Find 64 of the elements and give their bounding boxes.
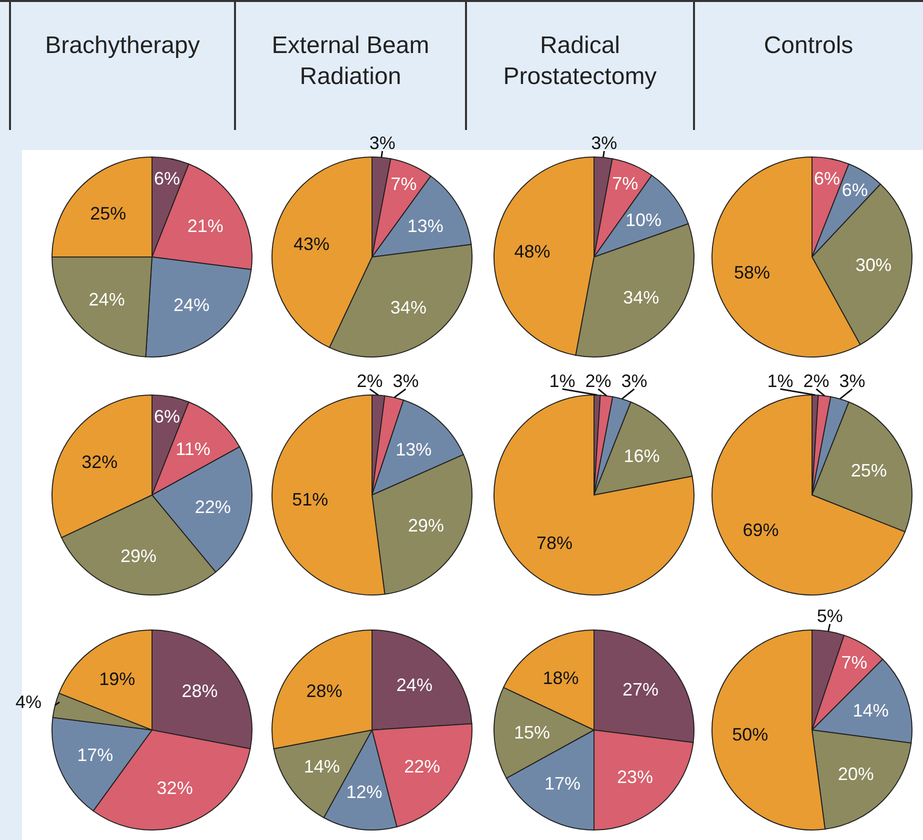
data-label: 13% xyxy=(407,216,444,236)
data-label: 32% xyxy=(156,778,193,798)
chart-title: Brachytherapy xyxy=(45,32,200,59)
data-label: 24% xyxy=(396,675,432,696)
data-label: 69% xyxy=(742,520,779,540)
data-label: 7% xyxy=(390,174,417,194)
data-label: 58% xyxy=(734,262,770,283)
data-label: 15% xyxy=(514,722,550,742)
data-label: 25% xyxy=(850,460,887,481)
data-label: 22% xyxy=(194,496,231,517)
data-label: 2% xyxy=(356,371,383,391)
data-label: 6% xyxy=(814,168,840,189)
data-label: 78% xyxy=(536,533,572,554)
data-label: 25% xyxy=(90,203,126,224)
data-label: 14% xyxy=(852,700,889,720)
data-label: 4% xyxy=(15,692,42,712)
data-label: 1% xyxy=(767,371,794,391)
data-label: 3% xyxy=(591,133,618,153)
data-label: 28% xyxy=(306,680,342,701)
data-label: 6% xyxy=(154,168,180,189)
data-label: 20% xyxy=(838,764,874,784)
data-label: 2% xyxy=(803,371,830,391)
data-label: 17% xyxy=(544,774,580,794)
data-label: 13% xyxy=(396,439,432,460)
data-label: 48% xyxy=(514,242,550,262)
data-label: 3% xyxy=(839,371,866,391)
data-label: 50% xyxy=(732,724,768,744)
data-label: 34% xyxy=(390,297,426,318)
data-label: 24% xyxy=(88,290,125,310)
data-label: 30% xyxy=(855,255,892,276)
chart-title: Controls xyxy=(764,32,854,59)
data-label: 1% xyxy=(549,371,576,391)
data-label: 7% xyxy=(612,174,638,194)
data-label: 14% xyxy=(304,756,340,777)
data-label: 17% xyxy=(77,744,114,765)
data-label: 3% xyxy=(392,371,419,391)
data-label: 51% xyxy=(292,489,328,510)
data-label: 21% xyxy=(187,216,224,236)
data-label: 28% xyxy=(182,680,218,701)
data-label: 10% xyxy=(625,210,662,230)
data-label: 27% xyxy=(622,679,659,700)
data-label: 3% xyxy=(621,371,648,391)
data-label: 29% xyxy=(408,516,444,536)
data-label: 19% xyxy=(99,669,136,690)
chart-title: Radical Prostatectomy xyxy=(503,32,657,90)
data-label: 5% xyxy=(816,606,843,626)
data-label: 32% xyxy=(82,452,118,472)
data-label: 24% xyxy=(174,295,210,316)
data-label: 7% xyxy=(841,652,868,672)
data-label: 3% xyxy=(369,133,396,153)
data-label: 34% xyxy=(623,288,660,308)
data-label: 43% xyxy=(293,234,330,254)
data-label: 12% xyxy=(346,782,382,802)
data-label: 22% xyxy=(404,756,440,777)
data-label: 16% xyxy=(624,446,660,466)
chart-title: External Beam Radiation xyxy=(272,32,430,90)
data-label: 11% xyxy=(176,438,210,459)
data-label: 18% xyxy=(542,668,579,688)
data-label: 2% xyxy=(585,371,612,391)
data-label: 6% xyxy=(842,180,868,200)
data-label: 6% xyxy=(154,406,180,427)
data-label: 23% xyxy=(616,766,654,787)
data-label: 29% xyxy=(120,546,156,566)
pie-slice xyxy=(494,394,694,596)
